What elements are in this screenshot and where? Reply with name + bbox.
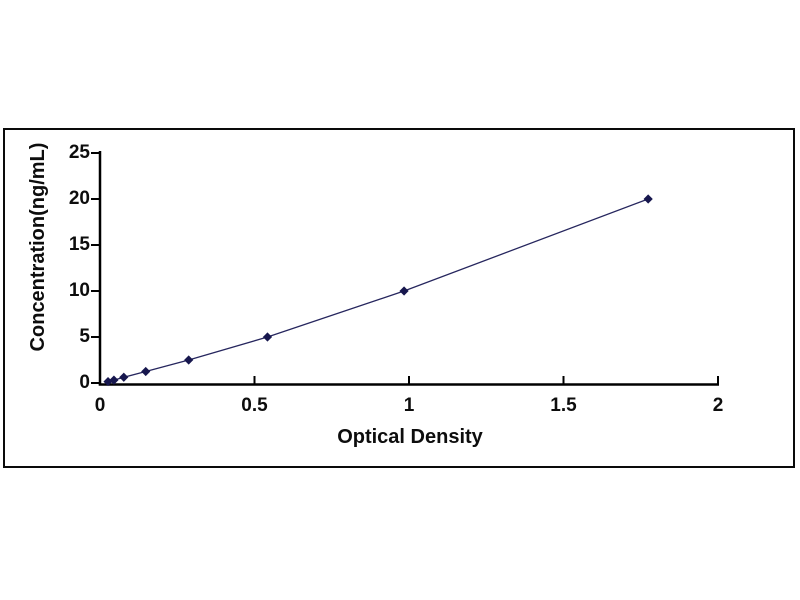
x-tick-label: 0.5 [241,395,268,416]
y-tick-label: 5 [79,326,90,347]
data-point-marker [643,194,653,204]
x-tick-label: 1 [403,395,415,416]
y-tick-label: 15 [68,234,90,255]
x-tick-label: 0 [94,395,106,416]
y-tick-label: 0 [79,372,90,393]
data-point-marker [119,372,129,382]
plot-area [91,151,719,387]
series-line [107,198,649,383]
data-point-marker [399,286,409,296]
data-point-marker [141,366,151,377]
y-tick-label: 25 [68,142,90,163]
data-point-marker [184,355,194,365]
x-tick-label: 2 [712,395,724,416]
y-tick-label: 10 [68,280,90,301]
data-point-marker [262,332,273,342]
x-tick-label: 1.5 [550,395,577,416]
y-tick-label: 20 [68,188,90,209]
x-axis-title: Optical Density [337,426,483,448]
chart-frame: Optical Density Concentration(ng/mL) 0 0.… [3,128,795,468]
